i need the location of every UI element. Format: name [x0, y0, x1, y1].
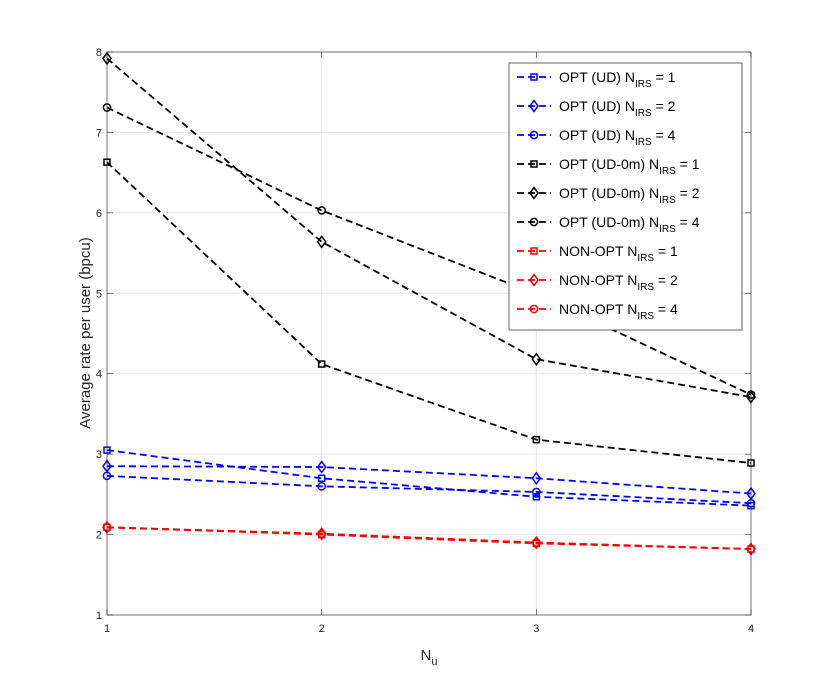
data-point-square	[532, 493, 541, 501]
legend-marker-diamond	[529, 99, 539, 113]
legend-label: OPT (UD) NIRS = 4	[559, 127, 676, 148]
legend-label: OPT (UD-0m) NIRS = 1	[559, 156, 700, 177]
legend-label-tail: = 1	[676, 156, 700, 172]
x-tick-label: 1	[104, 623, 110, 635]
legend-label: OPT (UD) NIRS = 2	[559, 98, 676, 119]
data-point-circle	[317, 529, 327, 539]
legend-label-subscript: IRS	[659, 195, 676, 206]
legend-entry-1: OPT (UD) NIRS = 1	[517, 69, 676, 90]
legend-label-main: OPT (UD-0m) N	[559, 156, 659, 172]
legend-entry-9: NON-OPT NIRS = 4	[517, 301, 678, 322]
legend-marker-diamond	[529, 273, 539, 287]
series-4	[103, 158, 755, 467]
legend-entry-5: OPT (UD-0m) NIRS = 2	[517, 185, 700, 206]
data-point-circle	[531, 538, 541, 547]
x-tick-label: 2	[319, 623, 325, 635]
legend-label: OPT (UD-0m) NIRS = 2	[559, 185, 700, 206]
legend-label-main: OPT (UD-0m) N	[559, 185, 659, 201]
x-tick-labels: 1 2 3 4	[104, 623, 754, 635]
data-point-diamond	[531, 352, 542, 367]
y-tick-label: 5	[96, 288, 102, 300]
legend-label: OPT (UD) NIRS = 1	[559, 69, 676, 90]
y-tick-labels: 1 2 3 4 5 6 7 8	[96, 47, 102, 622]
data-point-diamond	[531, 471, 542, 486]
legend-entry-8: NON-OPT NIRS = 2	[517, 272, 678, 293]
series-line	[106, 474, 752, 505]
legend-box	[508, 62, 743, 331]
y-tick-label: 8	[96, 47, 102, 59]
series-line	[106, 106, 752, 396]
legend-entry-4: OPT (UD-0m) NIRS = 1	[517, 156, 700, 177]
legend-entry-2: OPT (UD) NIRS = 2	[517, 98, 676, 119]
legend-label: NON-OPT NIRS = 1	[559, 243, 678, 264]
series-line	[106, 449, 752, 507]
legend-label-main: OPT (UD) N	[559, 127, 635, 143]
y-tick-label: 6	[96, 208, 102, 220]
legend-marker-circle	[529, 304, 539, 314]
legend-label-subscript: IRS	[637, 282, 654, 293]
data-point-circle	[531, 487, 541, 497]
data-point-circle	[317, 206, 327, 215]
x-tick-label: 4	[748, 623, 754, 635]
legend-label-tail: = 1	[654, 243, 678, 259]
legend-label-tail: = 2	[652, 98, 676, 114]
legend-label-tail: = 4	[652, 127, 676, 143]
legend-marker-square	[530, 73, 538, 81]
x-axis-label-subscript: u	[431, 656, 437, 668]
data-point-diamond	[316, 460, 327, 474]
legend-entry-3: OPT (UD) NIRS = 4	[517, 127, 676, 148]
legend-label-subscript: IRS	[635, 137, 652, 148]
legend-label-main: NON-OPT N	[559, 243, 637, 259]
legend-label-subscript: IRS	[637, 311, 654, 322]
axis-ticks	[106, 51, 752, 616]
y-tick-label: 1	[96, 610, 102, 622]
series-line	[106, 465, 752, 495]
data-point-diamond	[316, 235, 327, 249]
data-point-square	[532, 435, 541, 444]
legend-marker-square	[530, 247, 538, 255]
y-tick-label: 2	[96, 530, 102, 542]
y-tick-label: 7	[96, 127, 102, 139]
legend-label-tail: = 2	[676, 185, 700, 201]
series-layer	[102, 51, 756, 556]
data-point-circle	[317, 481, 327, 491]
y-tick-label: 3	[96, 449, 102, 461]
legend-marker-diamond	[529, 186, 539, 200]
legend-label-subscript: IRS	[659, 224, 676, 235]
legend-label-main: OPT (UD-0m) N	[559, 214, 659, 230]
legend-marker-square	[530, 160, 538, 168]
legend-label-tail: = 4	[654, 301, 678, 317]
legend-label-subscript: IRS	[635, 108, 652, 119]
x-axis-label-base: N	[421, 647, 432, 664]
legend-entry-6: OPT (UD-0m) NIRS = 4	[517, 214, 700, 235]
series-line	[106, 526, 752, 550]
y-tick-label: 4	[96, 369, 102, 381]
legend-label-subscript: IRS	[659, 166, 676, 177]
legend-label-main: NON-OPT N	[559, 301, 637, 317]
legend-label: NON-OPT NIRS = 2	[559, 272, 678, 293]
data-point-square	[317, 360, 326, 368]
x-axis-label: Nu	[421, 647, 438, 668]
plot-frame	[106, 51, 752, 616]
legend-label-main: OPT (UD) N	[559, 69, 635, 85]
legend-label: OPT (UD-0m) NIRS = 4	[559, 214, 700, 235]
x-tick-label: 3	[533, 623, 539, 635]
y-axis-label: Average rate per user (bpcu)	[77, 237, 94, 429]
legend-label-tail: = 2	[654, 272, 678, 288]
data-point-square	[317, 474, 326, 483]
series-line	[106, 161, 752, 464]
legend-label-subscript: IRS	[635, 79, 652, 90]
legend-entry-7: NON-OPT NIRS = 1	[517, 243, 678, 264]
legend-label-tail: = 4	[676, 214, 700, 230]
legend-label-subscript: IRS	[637, 253, 654, 264]
legend-label-tail: = 1	[652, 69, 676, 85]
legend-label: NON-OPT NIRS = 4	[559, 301, 678, 322]
legend-label-main: NON-OPT N	[559, 272, 637, 288]
legend-label-main: OPT (UD) N	[559, 98, 635, 114]
legend-marker-circle	[529, 130, 539, 140]
legend-marker-circle	[529, 217, 539, 227]
